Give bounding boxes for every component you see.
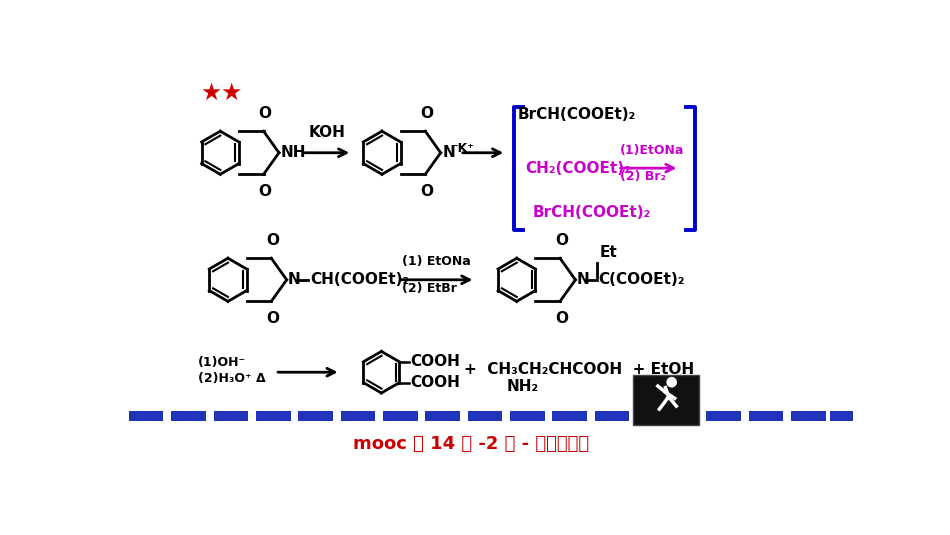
Bar [129,411,163,422]
Text: Et: Et [599,245,618,260]
Text: (1)EtONa: (1)EtONa [620,144,684,157]
Text: O: O [555,311,568,326]
Text: C(COOEt)₂: C(COOEt)₂ [598,272,684,287]
Text: (2)H₃O⁺ Δ: (2)H₃O⁺ Δ [199,372,266,385]
Bar [467,411,503,422]
Text: (2) EtBr: (2) EtBr [402,282,457,295]
Bar [791,411,826,422]
Text: O: O [258,106,272,121]
Text: O: O [266,311,279,326]
Text: (2) Br₂: (2) Br₂ [620,171,666,184]
Text: O: O [258,185,272,200]
Bar [426,411,460,422]
Bar [510,411,544,422]
Bar [298,411,332,422]
Text: ⁻K⁺: ⁻K⁺ [450,142,473,155]
Text: BrCH(COOEt)₂: BrCH(COOEt)₂ [533,204,652,219]
Text: COOH: COOH [410,375,460,390]
Text: ★★: ★★ [200,81,242,105]
Text: O: O [420,185,433,200]
Circle shape [667,378,676,387]
Text: COOH: COOH [410,354,460,369]
Text: +  CH₃CH₂CHCOOH  + EtOH: + CH₃CH₂CHCOOH + EtOH [464,362,694,377]
Text: mooc 第 14 章 -2 节 - 氨基酸刻备: mooc 第 14 章 -2 节 - 氨基酸刻备 [353,435,590,453]
Text: BrCH(COOEt)₂: BrCH(COOEt)₂ [518,107,636,122]
Text: N: N [288,272,300,287]
Bar [341,411,375,422]
Bar [749,411,784,422]
Text: O: O [555,233,568,248]
Text: O: O [420,106,433,121]
Bar [707,411,741,422]
Text: KOH: KOH [309,125,345,140]
Bar [829,411,864,422]
Bar [595,411,629,422]
Text: NH: NH [280,145,306,160]
Text: N: N [577,272,589,287]
Text: CH(COOEt)₂: CH(COOEt)₂ [310,272,408,287]
Bar [634,374,698,425]
Bar [171,411,206,422]
Bar [214,411,248,422]
Text: CH₂(COOEt)₂: CH₂(COOEt)₂ [525,160,631,175]
Text: NH₂: NH₂ [506,379,539,394]
Text: N: N [442,145,455,160]
Text: (1)OH⁻: (1)OH⁻ [199,356,246,369]
Bar [552,411,587,422]
Bar [383,411,418,422]
Text: O: O [266,233,279,248]
Bar [256,411,291,422]
Text: (1) EtONa: (1) EtONa [402,255,471,268]
